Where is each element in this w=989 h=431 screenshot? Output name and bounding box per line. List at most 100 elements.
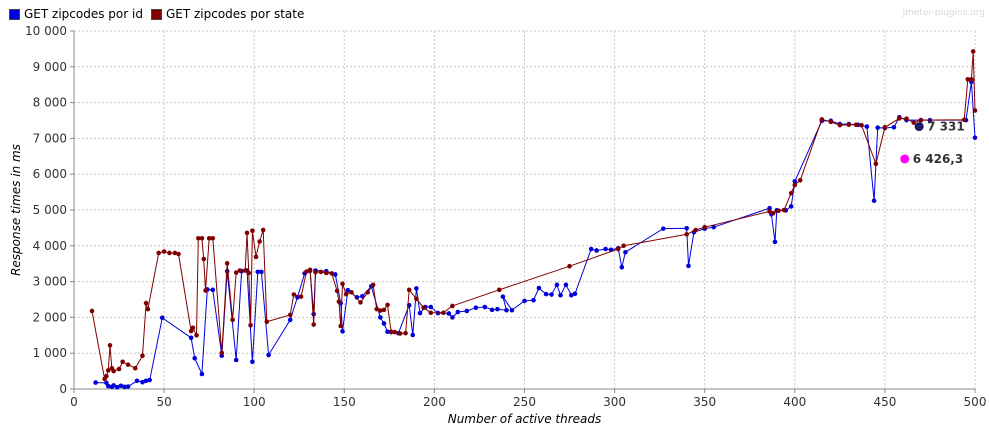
data-point-state	[385, 302, 390, 308]
data-point-state	[143, 300, 149, 306]
data-point-id	[250, 359, 255, 365]
data-point-id	[792, 179, 798, 184]
data-point-id	[255, 269, 261, 275]
legend-item-state: GET zipcodes por state	[150, 7, 304, 21]
data-point-id	[105, 383, 111, 389]
data-point-id	[340, 329, 345, 334]
data-point-id	[875, 125, 880, 130]
data-point-id	[549, 292, 554, 297]
data-point-state	[970, 49, 976, 54]
data-point-id	[332, 272, 338, 277]
data-point-id	[495, 306, 500, 312]
data-point-state	[421, 305, 426, 311]
chart-legend: GET zipcodes por id GET zipcodes por sta…	[9, 7, 312, 21]
data-point-state	[313, 269, 318, 275]
data-point-id	[428, 304, 434, 310]
data-point-id	[122, 384, 127, 390]
data-point-state	[381, 307, 387, 313]
y-tick-label: 10 000	[25, 24, 67, 38]
data-point-id	[125, 384, 131, 389]
x-tick-label: 500	[964, 395, 987, 409]
data-point-state	[788, 190, 794, 196]
data-point-state	[615, 246, 621, 252]
data-point-id	[414, 286, 419, 291]
data-point-state	[336, 299, 342, 304]
data-point-state	[264, 319, 270, 324]
data-point-state	[291, 292, 297, 297]
data-point-id	[788, 204, 794, 209]
data-point-state	[897, 116, 902, 121]
x-tick-label: 400	[783, 395, 806, 409]
data-point-state	[797, 177, 803, 183]
data-point-state	[428, 310, 434, 316]
y-tick-label: 3 000	[33, 275, 67, 289]
data-point-state	[340, 281, 345, 287]
data-point-state	[203, 288, 208, 293]
data-point-state	[156, 250, 161, 256]
data-point-id	[569, 292, 574, 298]
data-point-state	[246, 270, 252, 276]
data-point-state	[961, 117, 967, 123]
data-point-id	[354, 295, 360, 300]
data-point-state	[116, 366, 122, 372]
y-tick-label: 0	[59, 382, 67, 396]
data-point-state	[334, 288, 340, 294]
data-point-state	[969, 77, 974, 82]
data-point-state	[233, 270, 239, 275]
data-point-id	[114, 384, 120, 390]
data-point-state	[904, 116, 909, 122]
data-point-state	[172, 250, 178, 256]
data-point-id	[864, 124, 870, 129]
data-point-state	[873, 161, 879, 167]
data-point-id	[147, 377, 152, 383]
y-tick-label: 8 000	[33, 96, 67, 110]
data-point-state	[349, 290, 354, 295]
data-point-state	[388, 329, 394, 335]
y-tick-label: 4 000	[33, 239, 67, 253]
x-tick-label: 150	[333, 395, 356, 409]
data-point-state	[104, 373, 109, 379]
x-tick-label: 0	[70, 395, 78, 409]
x-tick-label: 450	[873, 395, 896, 409]
data-point-id	[464, 308, 470, 314]
data-point-state	[846, 122, 852, 128]
data-point-state	[343, 291, 349, 297]
data-point-id	[871, 198, 877, 203]
data-point-id	[233, 357, 239, 363]
data-point-state	[403, 330, 408, 336]
legend-label-id: GET zipcodes por id	[24, 7, 143, 21]
data-point-id	[381, 321, 387, 326]
data-point-state	[237, 268, 243, 273]
y-tick-label: 2 000	[33, 310, 67, 324]
data-point-state	[167, 250, 172, 256]
data-point-state	[201, 256, 207, 262]
data-point-state	[260, 227, 266, 233]
data-point-state	[621, 243, 626, 249]
data-point-state	[965, 77, 971, 82]
x-axis-label: Number of active threads	[448, 412, 602, 426]
data-point-id	[410, 332, 416, 338]
data-point-id	[93, 380, 98, 385]
data-point-state	[190, 325, 196, 331]
data-point-id	[522, 298, 527, 304]
data-point-id	[450, 315, 455, 320]
data-point-id	[385, 329, 390, 335]
data-point-id	[143, 378, 149, 384]
data-point-state	[105, 368, 111, 373]
data-point-id	[554, 282, 560, 288]
data-point-id	[118, 383, 124, 389]
data-point-state	[370, 282, 376, 288]
y-tick-label: 9 000	[33, 60, 67, 74]
legend-swatch-id	[9, 8, 20, 20]
data-point-state	[770, 210, 776, 216]
data-point-id	[140, 379, 145, 385]
data-point-state	[196, 235, 201, 241]
data-point-id	[563, 282, 569, 288]
data-point-id	[891, 125, 897, 130]
data-point-state	[853, 122, 859, 128]
data-point-state	[89, 308, 95, 314]
annotation-marker	[900, 154, 910, 164]
data-point-id	[210, 287, 216, 293]
x-tick-label: 350	[693, 395, 716, 409]
